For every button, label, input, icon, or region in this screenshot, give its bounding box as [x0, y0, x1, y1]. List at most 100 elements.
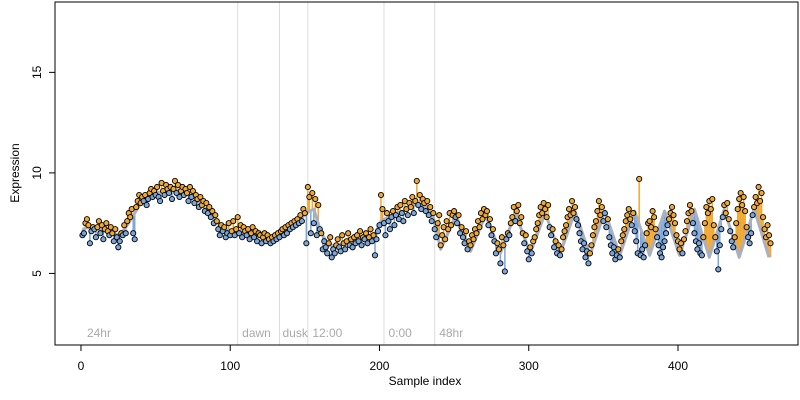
- point: [758, 189, 765, 197]
- point: [521, 240, 528, 247]
- point: [649, 208, 656, 215]
- plot-frame: [54, 1, 799, 346]
- point: [86, 240, 93, 247]
- point: [80, 230, 88, 237]
- point: [489, 226, 496, 233]
- point: [121, 222, 128, 229]
- point: [400, 218, 407, 225]
- point: [742, 208, 749, 215]
- point: [427, 204, 434, 211]
- point: [503, 236, 510, 243]
- point: [385, 218, 392, 225]
- point: [591, 224, 598, 231]
- point: [430, 210, 437, 217]
- point: [439, 232, 446, 239]
- point: [665, 216, 673, 223]
- point: [345, 230, 352, 237]
- point: [565, 206, 573, 213]
- point: [434, 220, 441, 227]
- point: [676, 246, 683, 253]
- point: [571, 204, 579, 211]
- point: [486, 216, 493, 223]
- point: [213, 218, 220, 225]
- point: [733, 220, 740, 227]
- point: [731, 234, 738, 241]
- point: [751, 204, 758, 211]
- point: [594, 208, 601, 215]
- point: [631, 228, 638, 235]
- point: [325, 240, 332, 247]
- point: [122, 230, 129, 237]
- point: [601, 210, 608, 217]
- point: [689, 220, 696, 227]
- point: [588, 242, 595, 249]
- point: [133, 204, 140, 211]
- point: [212, 212, 219, 219]
- x-tick-label: 100: [220, 359, 240, 373]
- point: [463, 228, 470, 235]
- point: [307, 230, 314, 237]
- point: [660, 244, 667, 251]
- point: [467, 242, 474, 249]
- point: [549, 226, 556, 233]
- point: [531, 234, 538, 241]
- point: [545, 202, 552, 209]
- point: [673, 232, 680, 239]
- point: [455, 212, 462, 219]
- point: [309, 189, 316, 197]
- point: [143, 202, 150, 209]
- point: [383, 210, 390, 217]
- point: [349, 244, 356, 251]
- x-tick-label: 0: [78, 359, 85, 373]
- point: [525, 256, 532, 263]
- point: [203, 200, 210, 207]
- annotation: dawn: [242, 326, 271, 340]
- point: [367, 226, 374, 233]
- y-tick-label: 15: [30, 65, 44, 79]
- point: [233, 226, 240, 233]
- point: [382, 232, 389, 239]
- point: [373, 236, 380, 243]
- point: [712, 234, 719, 241]
- point: [515, 202, 522, 209]
- point: [312, 195, 319, 203]
- point: [628, 222, 635, 229]
- point: [560, 234, 567, 241]
- point: [734, 206, 741, 213]
- point: [100, 236, 107, 243]
- point: [643, 230, 650, 237]
- point: [582, 254, 589, 261]
- point: [509, 214, 516, 221]
- point: [615, 246, 622, 253]
- point: [476, 224, 483, 231]
- point: [636, 175, 643, 182]
- annotation: 12:00: [312, 326, 342, 340]
- point: [752, 193, 759, 201]
- annotation: 48hr: [439, 326, 463, 340]
- point: [640, 254, 647, 261]
- point: [739, 202, 746, 209]
- point: [354, 232, 361, 239]
- point: [718, 226, 725, 233]
- point: [221, 224, 228, 231]
- point: [680, 236, 688, 243]
- point: [413, 177, 420, 184]
- point: [103, 220, 110, 227]
- point: [724, 200, 731, 207]
- point: [737, 189, 744, 197]
- point: [391, 222, 398, 229]
- point: [548, 232, 555, 239]
- point: [603, 224, 610, 231]
- point: [494, 240, 501, 247]
- point: [113, 234, 120, 241]
- point: [764, 222, 771, 229]
- point: [412, 197, 419, 205]
- point: [112, 226, 119, 233]
- point: [728, 238, 735, 245]
- point: [598, 204, 605, 211]
- point: [528, 250, 535, 257]
- point: [479, 216, 486, 223]
- point: [730, 244, 737, 251]
- point: [592, 218, 599, 225]
- point: [682, 228, 689, 235]
